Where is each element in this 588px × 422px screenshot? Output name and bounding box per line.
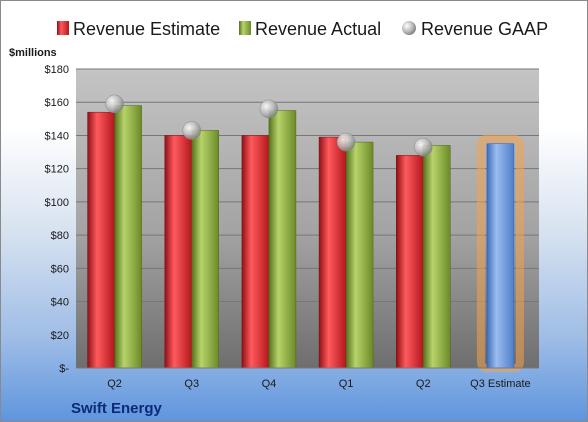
bar-revenue-actual — [268, 110, 297, 369]
bars — [87, 105, 524, 372]
bar-revenue-actual — [423, 145, 451, 369]
bar-revenue-estimate — [87, 111, 115, 369]
legend: Revenue Estimate Revenue Actual Revenue … — [57, 19, 548, 39]
legend-label-revenue-estimate: Revenue Estimate — [73, 19, 220, 39]
legend-label-revenue-gaap: Revenue GAAP — [421, 19, 548, 39]
bar-revenue-actual — [114, 105, 142, 369]
legend-swatch-revenue-estimate — [57, 21, 69, 35]
marker-revenue-gaap — [336, 132, 356, 152]
y-axis: $- $20 $40 $60 $80 $100 $120 $140 $160 $180 — [45, 64, 70, 375]
y-tick-label: $100 — [45, 197, 69, 209]
y-tick-label: $- — [59, 363, 69, 375]
x-tick-label: Q2 — [107, 378, 122, 390]
y-tick-label: $140 — [45, 130, 69, 142]
bar-revenue-actual — [191, 130, 219, 369]
legend-marker-revenue-gaap — [402, 21, 416, 35]
y-tick-label: $120 — [45, 164, 69, 176]
x-tick-label: Q3 Estimate — [470, 378, 531, 390]
x-tick-label: Q4 — [262, 378, 277, 390]
bar-revenue-estimate — [396, 155, 424, 369]
plot-area — [76, 69, 539, 368]
y-axis-units-label: $millions — [9, 47, 57, 59]
y-tick-label: $40 — [51, 297, 69, 309]
legend-swatch-revenue-actual — [239, 21, 251, 35]
y-tick-label: $160 — [45, 97, 69, 109]
bar-revenue-estimate — [164, 135, 192, 369]
gridlines — [76, 68, 539, 336]
marker-revenue-gaap — [182, 121, 201, 140]
x-tick-label: Q3 — [184, 378, 199, 390]
marker-revenue-gaap — [414, 137, 433, 157]
x-tick-label: Q2 — [416, 378, 431, 390]
x-axis: Q2 Q3 Q4 Q1 Q2 Q3 Estimate — [107, 378, 530, 390]
marker-revenue-gaap — [259, 99, 279, 119]
y-tick-label: $180 — [45, 64, 69, 76]
x-tick-label: Q1 — [339, 378, 354, 390]
bar-revenue-actual — [345, 141, 374, 369]
y-tick-label: $20 — [51, 330, 69, 342]
company-name: Swift Energy — [71, 400, 163, 417]
bar-revenue-estimate — [318, 136, 347, 369]
bar-q3-estimate — [486, 143, 515, 369]
y-tick-label: $60 — [51, 263, 69, 275]
marker-revenue-gaap — [105, 94, 124, 114]
y-tick-label: $80 — [51, 230, 69, 242]
gaap-markers — [105, 94, 433, 157]
legend-label-revenue-actual: Revenue Actual — [255, 19, 381, 39]
bar-revenue-estimate — [241, 135, 270, 369]
